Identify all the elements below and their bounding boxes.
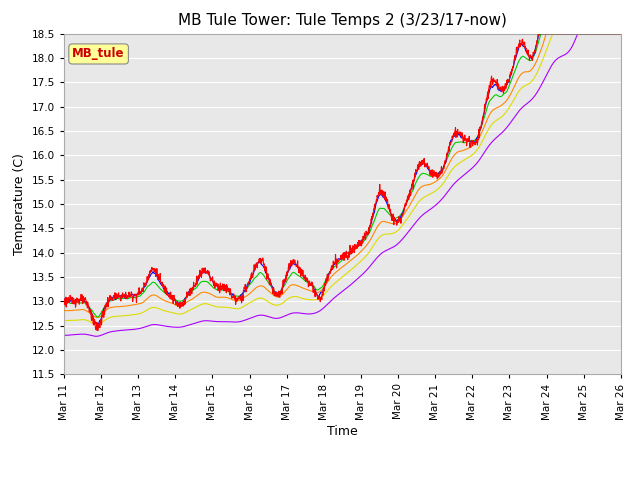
X-axis label: Time: Time: [327, 425, 358, 438]
Legend: Tul2_Tw+2, Tul2_Ts-2, Tul2_Ts-4, Tul2_Ts-8, Tul2_Ts-16, Tul2_Ts-32: Tul2_Tw+2, Tul2_Ts-2, Tul2_Ts-4, Tul2_Ts…: [89, 475, 596, 480]
Title: MB Tule Tower: Tule Temps 2 (3/23/17-now): MB Tule Tower: Tule Temps 2 (3/23/17-now…: [178, 13, 507, 28]
Text: MB_tule: MB_tule: [72, 48, 125, 60]
Y-axis label: Temperature (C): Temperature (C): [13, 153, 26, 255]
